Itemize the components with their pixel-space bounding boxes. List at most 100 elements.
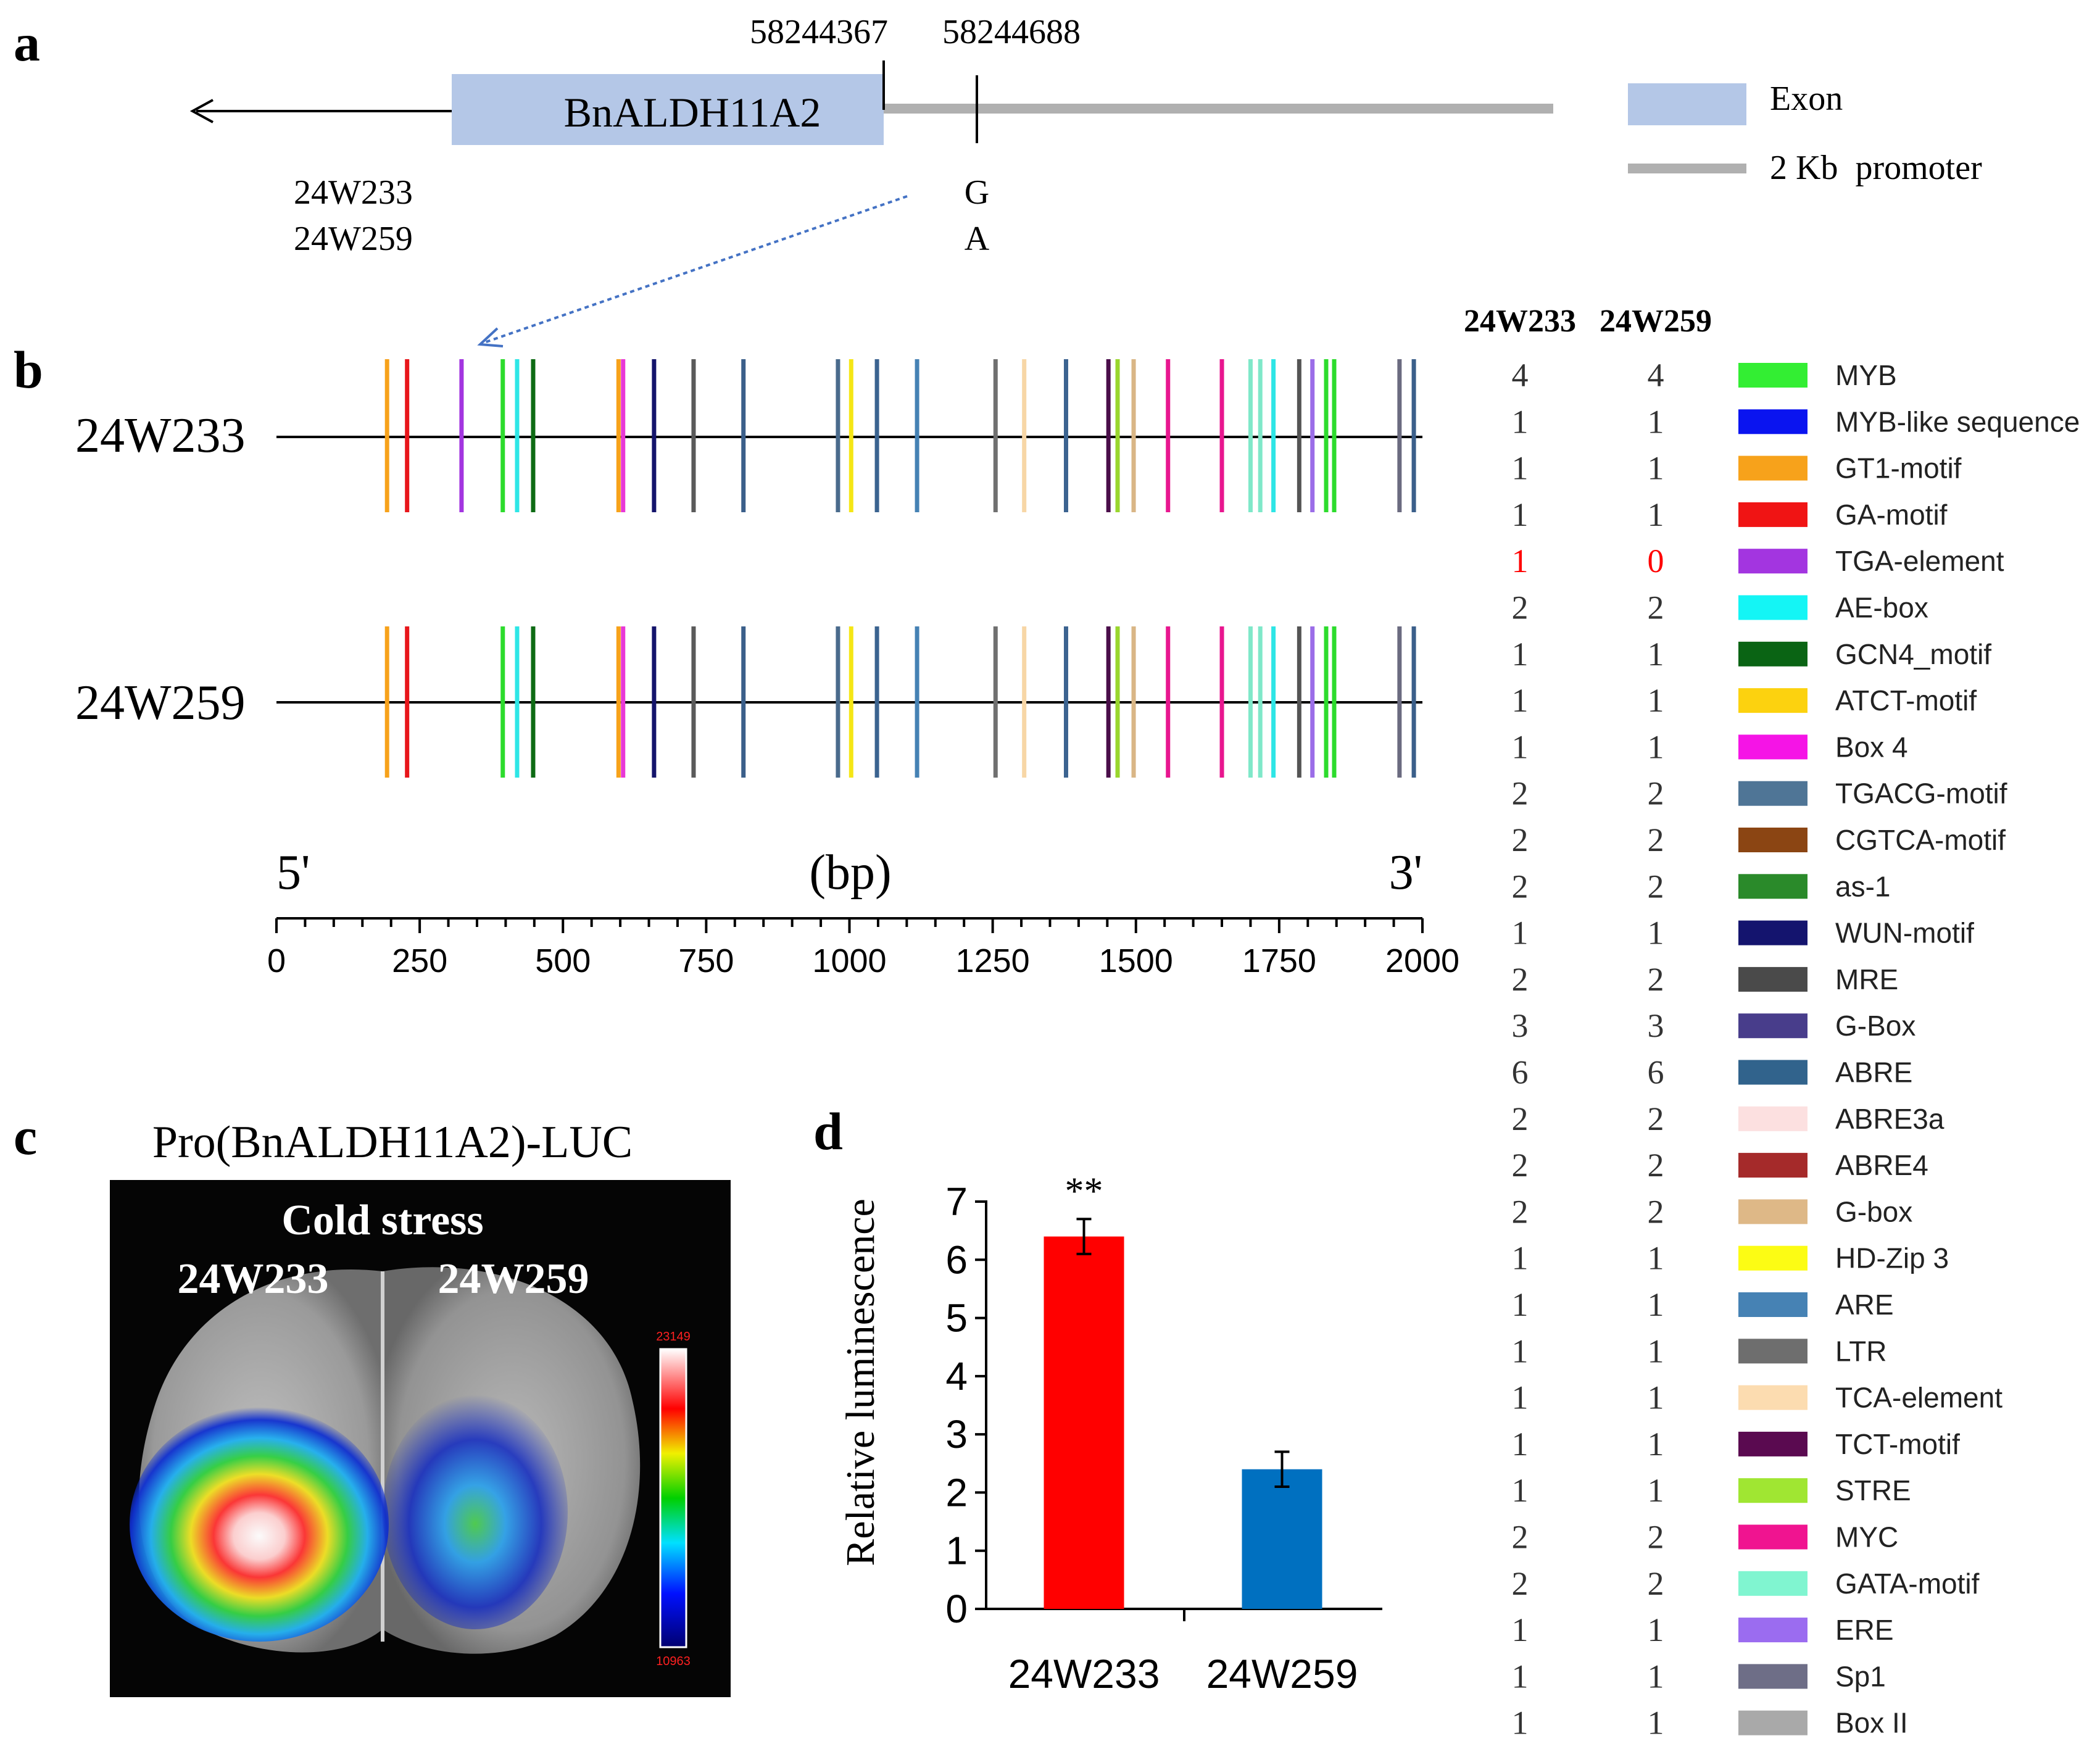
y-tick-label-1: 1 (945, 1529, 968, 1573)
element-name: ERE (1835, 1614, 1894, 1646)
element-count-24W259: 2 (1648, 821, 1664, 858)
element-count-24W233: 2 (1512, 1100, 1529, 1137)
significance-marker: ** (1065, 1170, 1103, 1212)
element-count-24W259: 2 (1648, 1147, 1664, 1184)
element-color-swatch (1738, 502, 1807, 527)
y-tick-label-0: 0 (945, 1587, 968, 1631)
element-color-swatch (1738, 641, 1807, 667)
allele-2: A (965, 220, 990, 258)
element-color-swatch (1738, 1292, 1807, 1317)
element-count-24W233: 2 (1512, 821, 1529, 858)
element-count-24W259: 1 (1648, 1472, 1664, 1509)
element-color-swatch (1738, 1339, 1807, 1364)
y-tick-label-7: 7 (945, 1179, 968, 1224)
element-name: TCT-motif (1835, 1428, 1960, 1460)
x-axis-tick-labels: 24W233 24W259 (1008, 1609, 1358, 1697)
element-count-24W259: 1 (1648, 1286, 1664, 1323)
element-color-swatch (1738, 920, 1807, 945)
legend-promoter-label: 2 Kb promoter (1770, 149, 1982, 187)
element-name: TGACG-motif (1835, 778, 2007, 810)
element-name: ARE (1835, 1289, 1894, 1321)
element-count-24W233: 1 (1512, 1658, 1529, 1695)
element-color-swatch (1738, 1524, 1807, 1550)
element-name: CGTCA-motif (1835, 824, 2006, 856)
element-color-swatch (1738, 1106, 1807, 1131)
element-count-24W233: 2 (1512, 1193, 1529, 1230)
element-count-24W233: 1 (1512, 1240, 1529, 1277)
element-count-24W259: 6 (1648, 1054, 1664, 1091)
element-count-24W233: 1 (1512, 1472, 1529, 1509)
element-count-24W233: 1 (1512, 1426, 1529, 1463)
element-color-swatch (1738, 734, 1807, 760)
element-count-24W259: 1 (1648, 1426, 1664, 1463)
element-color-swatch (1738, 363, 1807, 388)
element-count-24W259: 1 (1648, 636, 1664, 673)
allele-1: G (965, 173, 989, 212)
bp-axis-ticks: 0 250 500 750 1000 1250 1500 1750 2000 (267, 918, 1459, 979)
panel-b: b 24W233 24W259 5' (bp) 3' 0 250 500 750 100… (14, 304, 2080, 1742)
bp-tick-label-1000: 1000 (812, 942, 886, 979)
element-count-24W259: 1 (1648, 1240, 1664, 1277)
element-color-swatch (1738, 595, 1807, 620)
promoter-line (884, 104, 1553, 114)
element-count-24W259: 2 (1648, 589, 1664, 626)
element-color-swatch (1738, 874, 1807, 899)
element-name: GATA-motif (1835, 1568, 1980, 1600)
element-count-24W233: 2 (1512, 868, 1529, 905)
element-name: WUN-motif (1835, 917, 1974, 949)
element-count-24W233: 1 (1512, 1379, 1529, 1416)
right-leaf-label: 24W259 (438, 1255, 589, 1303)
element-color-swatch (1738, 455, 1807, 481)
element-name: MYC (1835, 1521, 1898, 1553)
element-name: ABRE3a (1835, 1103, 1944, 1135)
track-label-2: 24W259 (75, 676, 246, 730)
element-count-24W233: 1 (1512, 496, 1529, 533)
element-count-24W259: 1 (1648, 1379, 1664, 1416)
element-count-24W259: 4 (1648, 357, 1664, 394)
element-count-24W233: 1 (1512, 1286, 1529, 1323)
element-name: GT1-motif (1835, 452, 1962, 484)
three-prime-label: 3' (1389, 845, 1422, 900)
element-count-24W259: 3 (1648, 1007, 1664, 1044)
element-count-24W233: 2 (1512, 775, 1529, 812)
snp-callout-arrow (484, 195, 908, 344)
bp-tick-label-250: 250 (392, 942, 447, 979)
element-name: Box 4 (1835, 731, 1908, 763)
count-header-2: 24W259 (1600, 304, 1712, 339)
count-header-1: 24W233 (1464, 304, 1576, 339)
x-tick-label-24W259: 24W259 (1206, 1651, 1358, 1697)
y-tick-label-5: 5 (945, 1296, 968, 1340)
element-table: 4 4 MYB 1 1 MYB-like sequence 1 1 GT1-motif 1 1 GA-… (1512, 357, 2080, 1742)
element-count-24W233: 1 (1512, 1332, 1529, 1369)
color-scale-min: 10963 (656, 1655, 691, 1668)
element-name: G-box (1835, 1195, 1912, 1228)
y-axis-ticks: 0 1 2 3 4 5 6 7 (945, 1179, 986, 1631)
bp-tick-label-1750: 1750 (1242, 942, 1316, 979)
element-color-swatch (1738, 781, 1807, 806)
panel-a-label: a (14, 13, 40, 72)
bp-unit-label: (bp) (809, 845, 891, 900)
element-color-swatch (1738, 1153, 1807, 1178)
element-name: Sp1 (1835, 1660, 1886, 1692)
element-count-24W259: 2 (1648, 1519, 1664, 1556)
bp-tick-label-0: 0 (267, 942, 286, 979)
element-color-swatch (1738, 1710, 1807, 1735)
element-color-swatch (1738, 828, 1807, 852)
left-leaf-label: 24W233 (178, 1255, 329, 1303)
element-count-24W233: 4 (1512, 357, 1529, 394)
condition-label: Cold stress (281, 1197, 483, 1244)
element-count-24W259: 0 (1648, 542, 1664, 580)
element-color-swatch (1738, 966, 1807, 992)
element-color-swatch (1738, 1245, 1807, 1271)
track-label-1: 24W233 (75, 409, 246, 463)
snp-callout-arrowhead (477, 327, 504, 347)
color-scale-max: 23149 (656, 1330, 691, 1344)
element-count-24W233: 1 (1512, 1611, 1529, 1648)
element-count-24W259: 1 (1648, 1332, 1664, 1369)
element-color-swatch (1738, 1060, 1807, 1085)
legend-exon-swatch (1628, 83, 1746, 125)
y-tick-label-6: 6 (945, 1237, 968, 1282)
element-name: GA-motif (1835, 499, 1948, 531)
element-count-24W259: 2 (1648, 775, 1664, 812)
